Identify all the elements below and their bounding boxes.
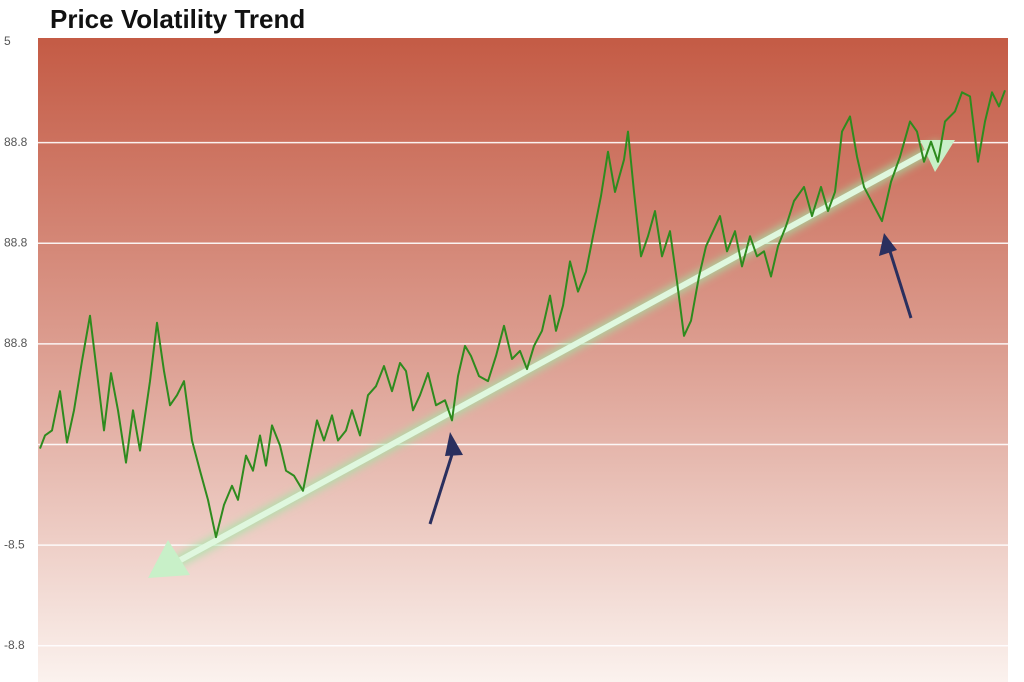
y-tick-label: 5 xyxy=(4,34,11,48)
chart-title: Price Volatility Trend xyxy=(50,4,305,34)
y-tick-label: 88.8 xyxy=(4,235,28,249)
y-tick-label: 88.8 xyxy=(4,135,28,149)
plot xyxy=(39,89,1006,539)
pointer-arrows xyxy=(428,233,913,525)
y-tick-label: -8.5 xyxy=(4,537,25,551)
y-tick-label: -8.8 xyxy=(4,638,25,652)
y-tick-label: 88.8 xyxy=(4,336,28,350)
price-line xyxy=(39,89,1006,539)
